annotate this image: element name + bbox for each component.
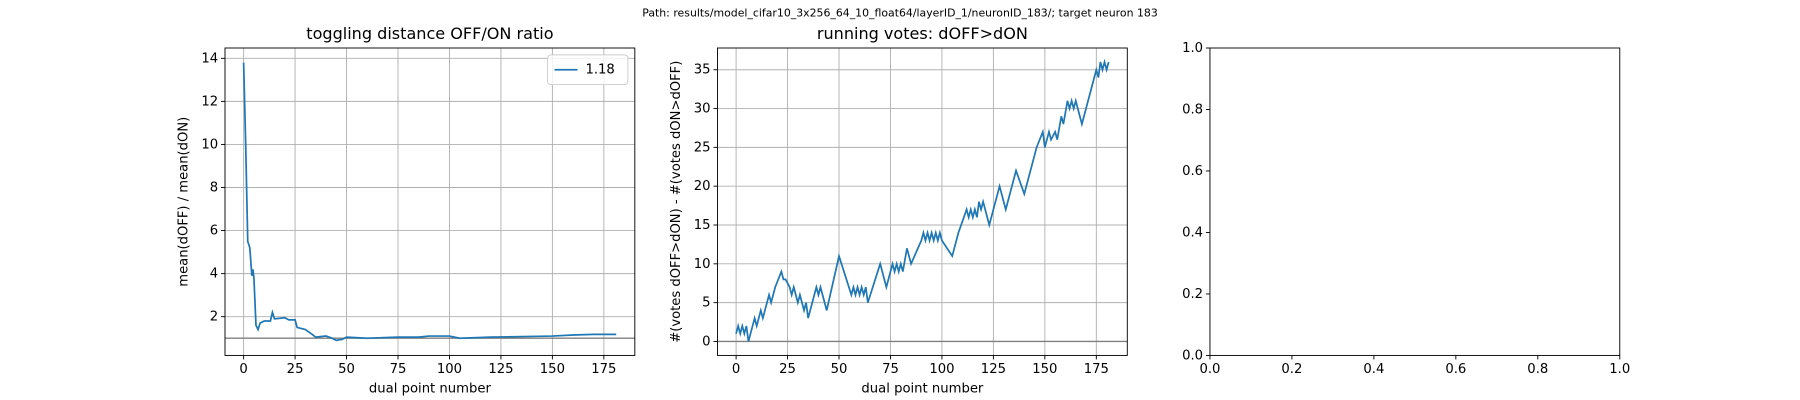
x-tick-label: 175 <box>591 362 616 377</box>
axes-frame <box>224 47 636 356</box>
x-tick-label: 50 <box>338 362 355 377</box>
y-tick-label: 0.4 <box>1182 225 1203 240</box>
y-tick-label: 6 <box>210 224 218 239</box>
x-tick-label: 150 <box>1032 362 1057 377</box>
axes-title: toggling distance OFF/ON ratio <box>306 24 553 43</box>
plot-area <box>735 58 1110 342</box>
y-tick-label: 14 <box>201 51 218 66</box>
y-tick-label: 15 <box>694 218 711 233</box>
data-line <box>735 58 1110 342</box>
x-tick-label: 75 <box>390 362 407 377</box>
y-tick-label: 8 <box>210 181 218 196</box>
x-tick-label: 125 <box>488 362 513 377</box>
legend-label: 1.18 <box>585 63 614 78</box>
y-axis-label: #(votes dOFF>dON) - #(votes dON>dOFF) <box>669 61 684 343</box>
y-tick-label: 2 <box>210 310 218 325</box>
y-tick-label: 0.8 <box>1182 103 1203 118</box>
x-tick-label: 150 <box>540 362 565 377</box>
x-tick-label: 125 <box>981 362 1006 377</box>
data-line <box>242 62 617 342</box>
y-tick-label: 35 <box>694 63 711 78</box>
x-tick-label: 75 <box>882 362 899 377</box>
x-tick-label: 25 <box>779 362 796 377</box>
x-tick-label: 0 <box>732 362 740 377</box>
axes-title: running votes: dOFF>dON <box>817 24 1028 43</box>
x-tick-label: 25 <box>287 362 304 377</box>
y-tick-label: 1.0 <box>1182 41 1203 56</box>
x-tick-label: 100 <box>929 362 954 377</box>
x-tick-label: 100 <box>437 362 462 377</box>
x-tick-label: 0.2 <box>1281 362 1302 377</box>
axes-frame <box>717 47 1128 356</box>
y-tick-label: 10 <box>694 257 711 272</box>
x-tick-label: 0.6 <box>1445 362 1466 377</box>
suptitle: Path: results/model_cifar10_3x256_64_10_… <box>642 7 1158 20</box>
y-tick-label: 25 <box>694 140 711 155</box>
y-tick-label: 10 <box>201 137 218 152</box>
x-tick-label: 175 <box>1084 362 1109 377</box>
x-tick-label: 0.0 <box>1199 362 1220 377</box>
x-tick-label: 50 <box>831 362 848 377</box>
y-tick-label: 0 <box>702 334 710 349</box>
y-tick-label: 12 <box>201 94 218 109</box>
y-tick-label: 0.0 <box>1182 348 1203 363</box>
y-axis-label: mean(dOFF) / mean(dON) <box>177 117 192 287</box>
x-axis-label: dual point number <box>861 382 984 397</box>
x-tick-label: 0 <box>239 362 247 377</box>
y-tick-label: 20 <box>694 179 711 194</box>
x-tick-label: 0.8 <box>1527 362 1548 377</box>
axes-frame <box>1209 47 1621 356</box>
y-tick-label: 30 <box>694 102 711 117</box>
plot-area <box>242 62 617 342</box>
x-tick-label: 1.0 <box>1609 362 1630 377</box>
x-tick-label: 0.4 <box>1363 362 1384 377</box>
y-tick-label: 4 <box>210 267 218 282</box>
y-tick-label: 0.6 <box>1182 164 1203 179</box>
y-tick-label: 0.2 <box>1182 287 1203 302</box>
legend-box <box>547 54 629 86</box>
x-axis-label: dual point number <box>369 382 492 397</box>
y-tick-label: 5 <box>702 296 710 311</box>
